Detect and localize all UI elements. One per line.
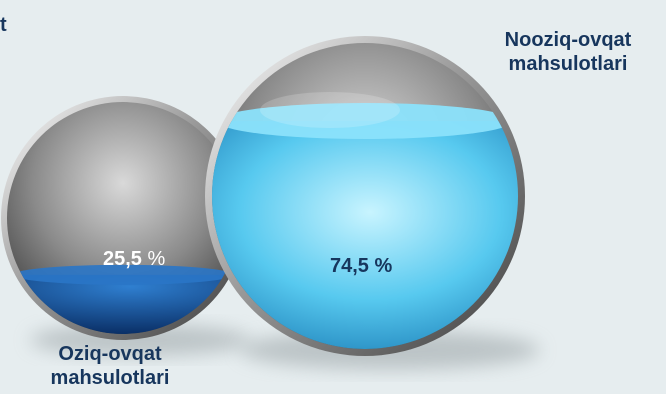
label-nonfood-line2: mahsulotlari — [508, 53, 628, 75]
corner-text-fragment: t — [0, 14, 7, 36]
label-food-line1: Oziq-ovqat — [58, 343, 162, 365]
data-label-food: 25,5 % — [103, 248, 165, 271]
large-sphere-fill — [212, 121, 518, 349]
label-nonfood-line1: Nooziq-ovqat — [504, 29, 632, 51]
large-sphere-highlight — [260, 92, 400, 128]
label-nonfood: Nooziq-ovqat mahsulotlari — [478, 28, 658, 76]
label-food: Oziq-ovqat mahsulotlari — [20, 342, 200, 390]
data-label-food-unit: % — [147, 248, 166, 270]
small-sphere — [1, 96, 245, 340]
large-sphere-surface — [217, 103, 513, 140]
label-food-line2: mahsulotlari — [50, 367, 170, 389]
data-label-food-value: 25,5 — [103, 248, 142, 270]
large-sphere — [205, 36, 525, 356]
small-sphere-surface — [13, 264, 233, 285]
data-label-nonfood: 74,5 % — [330, 255, 393, 277]
